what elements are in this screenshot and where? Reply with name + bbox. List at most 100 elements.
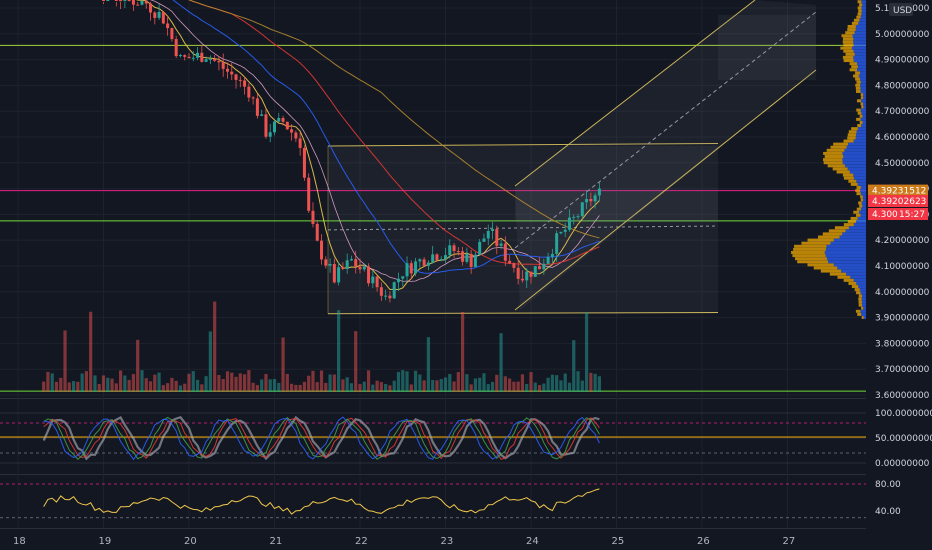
volume-bar-58 xyxy=(290,383,294,392)
volume-bar-62 xyxy=(307,375,311,392)
price-axis[interactable]: 5.100000005.000000004.900000004.80000000… xyxy=(866,0,932,550)
candle-body-61 xyxy=(302,147,306,178)
candle-body-66 xyxy=(324,259,328,266)
candle-body-122 xyxy=(563,229,567,232)
volume-bar-68 xyxy=(332,374,336,392)
candle-body-35 xyxy=(191,57,195,59)
candle-body-125 xyxy=(576,216,580,218)
candle-body-89 xyxy=(422,259,426,266)
candle-body-14 xyxy=(102,0,105,1)
volume-bar-87 xyxy=(413,370,418,392)
volume-bar-82 xyxy=(392,380,396,392)
candle-body-27 xyxy=(157,11,161,18)
rsi-pane xyxy=(0,483,866,519)
candle-body-101 xyxy=(473,254,477,267)
volume-bar-110 xyxy=(512,381,516,392)
volume-bar-46 xyxy=(238,373,242,392)
channel-upper xyxy=(514,0,756,187)
price-tick-15: 3.60000000 xyxy=(875,391,930,401)
volume-bar-54 xyxy=(272,378,277,392)
candle-body-36 xyxy=(196,52,200,58)
candle-body-95 xyxy=(448,245,452,256)
date-tick-3: 21 xyxy=(270,536,283,547)
volume-bar-0 xyxy=(42,381,46,392)
candle-body-81 xyxy=(388,295,392,299)
volume-bar-128 xyxy=(589,372,593,392)
candle-body-72 xyxy=(349,259,353,261)
price-tick-14: 3.70000000 xyxy=(875,365,930,375)
volume-bar-74 xyxy=(358,384,362,392)
volume-bar-70 xyxy=(341,379,345,392)
candle-body-63 xyxy=(311,210,315,224)
date-tick-1: 19 xyxy=(99,536,112,547)
candle-body-105 xyxy=(491,229,495,231)
candle-body-124 xyxy=(572,216,576,218)
candle-body-75 xyxy=(362,266,366,270)
candle-body-26 xyxy=(153,12,157,18)
candle-body-117 xyxy=(542,263,546,270)
volume-bar-3 xyxy=(54,381,59,392)
volume-bar-124 xyxy=(572,340,576,392)
countdown-timer: 15:27 xyxy=(899,210,925,220)
volume-bar-81 xyxy=(388,385,392,392)
volume-bar-49 xyxy=(251,382,255,392)
candle-body-114 xyxy=(529,271,533,277)
osc-tick-2: 0.00000000 xyxy=(875,459,930,469)
candle-body-38 xyxy=(204,59,208,62)
candle-body-67 xyxy=(328,264,332,266)
osc-tick-0: 100.00000000 xyxy=(875,409,932,419)
candle-body-74 xyxy=(358,266,362,270)
volume-bar-89 xyxy=(422,380,426,392)
volume-bar-101 xyxy=(473,378,478,392)
volume-bar-102 xyxy=(478,377,482,392)
candle-body-120 xyxy=(555,233,559,254)
volume-bar-32 xyxy=(178,385,183,392)
volume-bar-23 xyxy=(140,370,144,392)
price-tick-12: 3.90000000 xyxy=(875,314,930,324)
candle-body-42 xyxy=(221,62,225,69)
candle-body-37 xyxy=(200,52,204,62)
candle-body-118 xyxy=(546,256,550,264)
range-mid-line xyxy=(327,225,719,231)
candle-body-80 xyxy=(384,295,388,297)
candle-body-116 xyxy=(538,266,542,270)
volume-bar-40 xyxy=(213,301,217,392)
price-tick-13: 3.80000000 xyxy=(875,339,930,349)
candle-body-79 xyxy=(379,287,383,296)
candle-body-48 xyxy=(247,86,251,98)
volume-bar-8 xyxy=(76,381,80,392)
volume-bar-79 xyxy=(379,382,383,392)
candle-body-76 xyxy=(367,266,371,284)
candle-body-88 xyxy=(418,259,422,262)
volume-bar-50 xyxy=(255,385,259,392)
volume-bar-17 xyxy=(114,383,118,392)
volume-bar-83 xyxy=(396,371,401,392)
candle-body-129 xyxy=(593,195,597,202)
candle-body-25 xyxy=(149,3,153,13)
price-tick-6: 4.50000000 xyxy=(875,159,930,169)
volume-profile xyxy=(791,0,866,319)
volume-bar-14 xyxy=(101,375,106,392)
volume-bar-129 xyxy=(593,373,597,392)
candle-body-111 xyxy=(516,267,520,279)
candle-body-60 xyxy=(298,138,302,148)
volume-bar-119 xyxy=(550,374,554,392)
price-tick-11: 4.00000000 xyxy=(875,288,930,298)
candle-body-59 xyxy=(294,132,298,139)
candle-body-113 xyxy=(525,271,529,281)
candle-body-126 xyxy=(580,202,584,217)
volume-bar-24 xyxy=(144,378,148,392)
candle-body-100 xyxy=(469,253,473,267)
candle-body-56 xyxy=(281,117,285,122)
volume-bar-20 xyxy=(127,379,131,392)
candle-body-58 xyxy=(290,129,294,133)
candle-body-121 xyxy=(559,231,563,234)
volume-bar-45 xyxy=(234,376,238,392)
candle-body-104 xyxy=(486,230,490,239)
candle-body-20 xyxy=(127,0,131,1)
volume-bar-76 xyxy=(366,370,371,392)
candle-body-96 xyxy=(452,245,456,252)
volume-bar-65 xyxy=(319,370,324,392)
time-axis[interactable]: 18 19 20 21 22 23 24 25 26 27 xyxy=(13,536,795,547)
